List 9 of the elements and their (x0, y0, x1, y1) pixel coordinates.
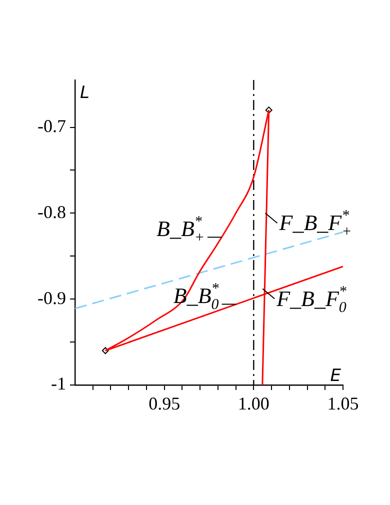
y-tick-label: -0.8 (38, 202, 66, 222)
y-tick-label: -1 (51, 374, 66, 394)
y-tick-label: -0.7 (38, 116, 66, 136)
x-tick-label: 1.05 (327, 394, 359, 414)
y-axis-title: L (80, 83, 90, 103)
x-tick-label: 0.95 (148, 394, 180, 414)
x-tick-label: 1.00 (238, 394, 270, 414)
x-axis-title: E (330, 366, 342, 386)
y-tick-label: -0.9 (38, 288, 66, 308)
